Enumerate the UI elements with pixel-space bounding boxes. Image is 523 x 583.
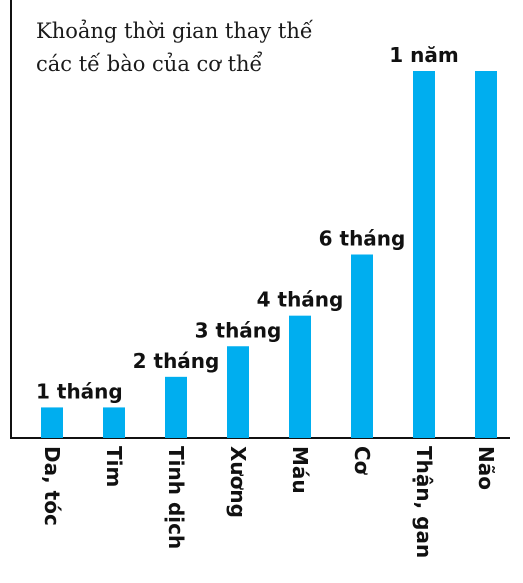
category-label-3: Xương (226, 446, 250, 518)
value-labels-group: 1 tháng 2 tháng 3 tháng 4 tháng 6 tháng 1 năm (36, 43, 459, 403)
bar-value-label-4: 4 tháng (257, 288, 344, 312)
chart-axes (10, 0, 510, 439)
chart-title: Khoảng thời gian thay thế các tế bào của… (36, 19, 314, 76)
chart-title-line-1: Khoảng thời gian thay thế (36, 19, 314, 43)
category-label-4: Máu (288, 446, 312, 494)
bar-4 (289, 315, 311, 438)
bar-0 (41, 407, 63, 438)
category-label-0: Da, tóc (40, 446, 64, 526)
category-label-5: Cơ (350, 446, 374, 476)
bar-7 (475, 71, 497, 438)
bars-group (41, 71, 497, 438)
category-labels-group: Da, tóc Tim Tinh dịch Xương Máu Cơ Thận, gan Nã… (40, 446, 498, 558)
bar-2 (165, 376, 187, 438)
bar-value-label-2: 2 tháng (133, 349, 220, 373)
bar-1 (103, 407, 125, 438)
category-label-6: Thận, gan (412, 446, 436, 558)
bar-value-label-6: 1 năm (389, 43, 458, 67)
chart-title-line-2: các tế bào của cơ thể (36, 52, 263, 76)
bar-value-label-5: 6 tháng (319, 227, 406, 251)
category-label-7: Não (474, 446, 498, 490)
category-label-1: Tim (102, 446, 126, 487)
bar-5 (351, 254, 373, 438)
bar-3 (227, 346, 249, 438)
bar-6 (413, 71, 435, 438)
bar-value-label-3: 3 tháng (195, 318, 282, 342)
category-label-2: Tinh dịch (164, 446, 188, 549)
bar-value-label-0: 1 tháng (36, 379, 123, 403)
